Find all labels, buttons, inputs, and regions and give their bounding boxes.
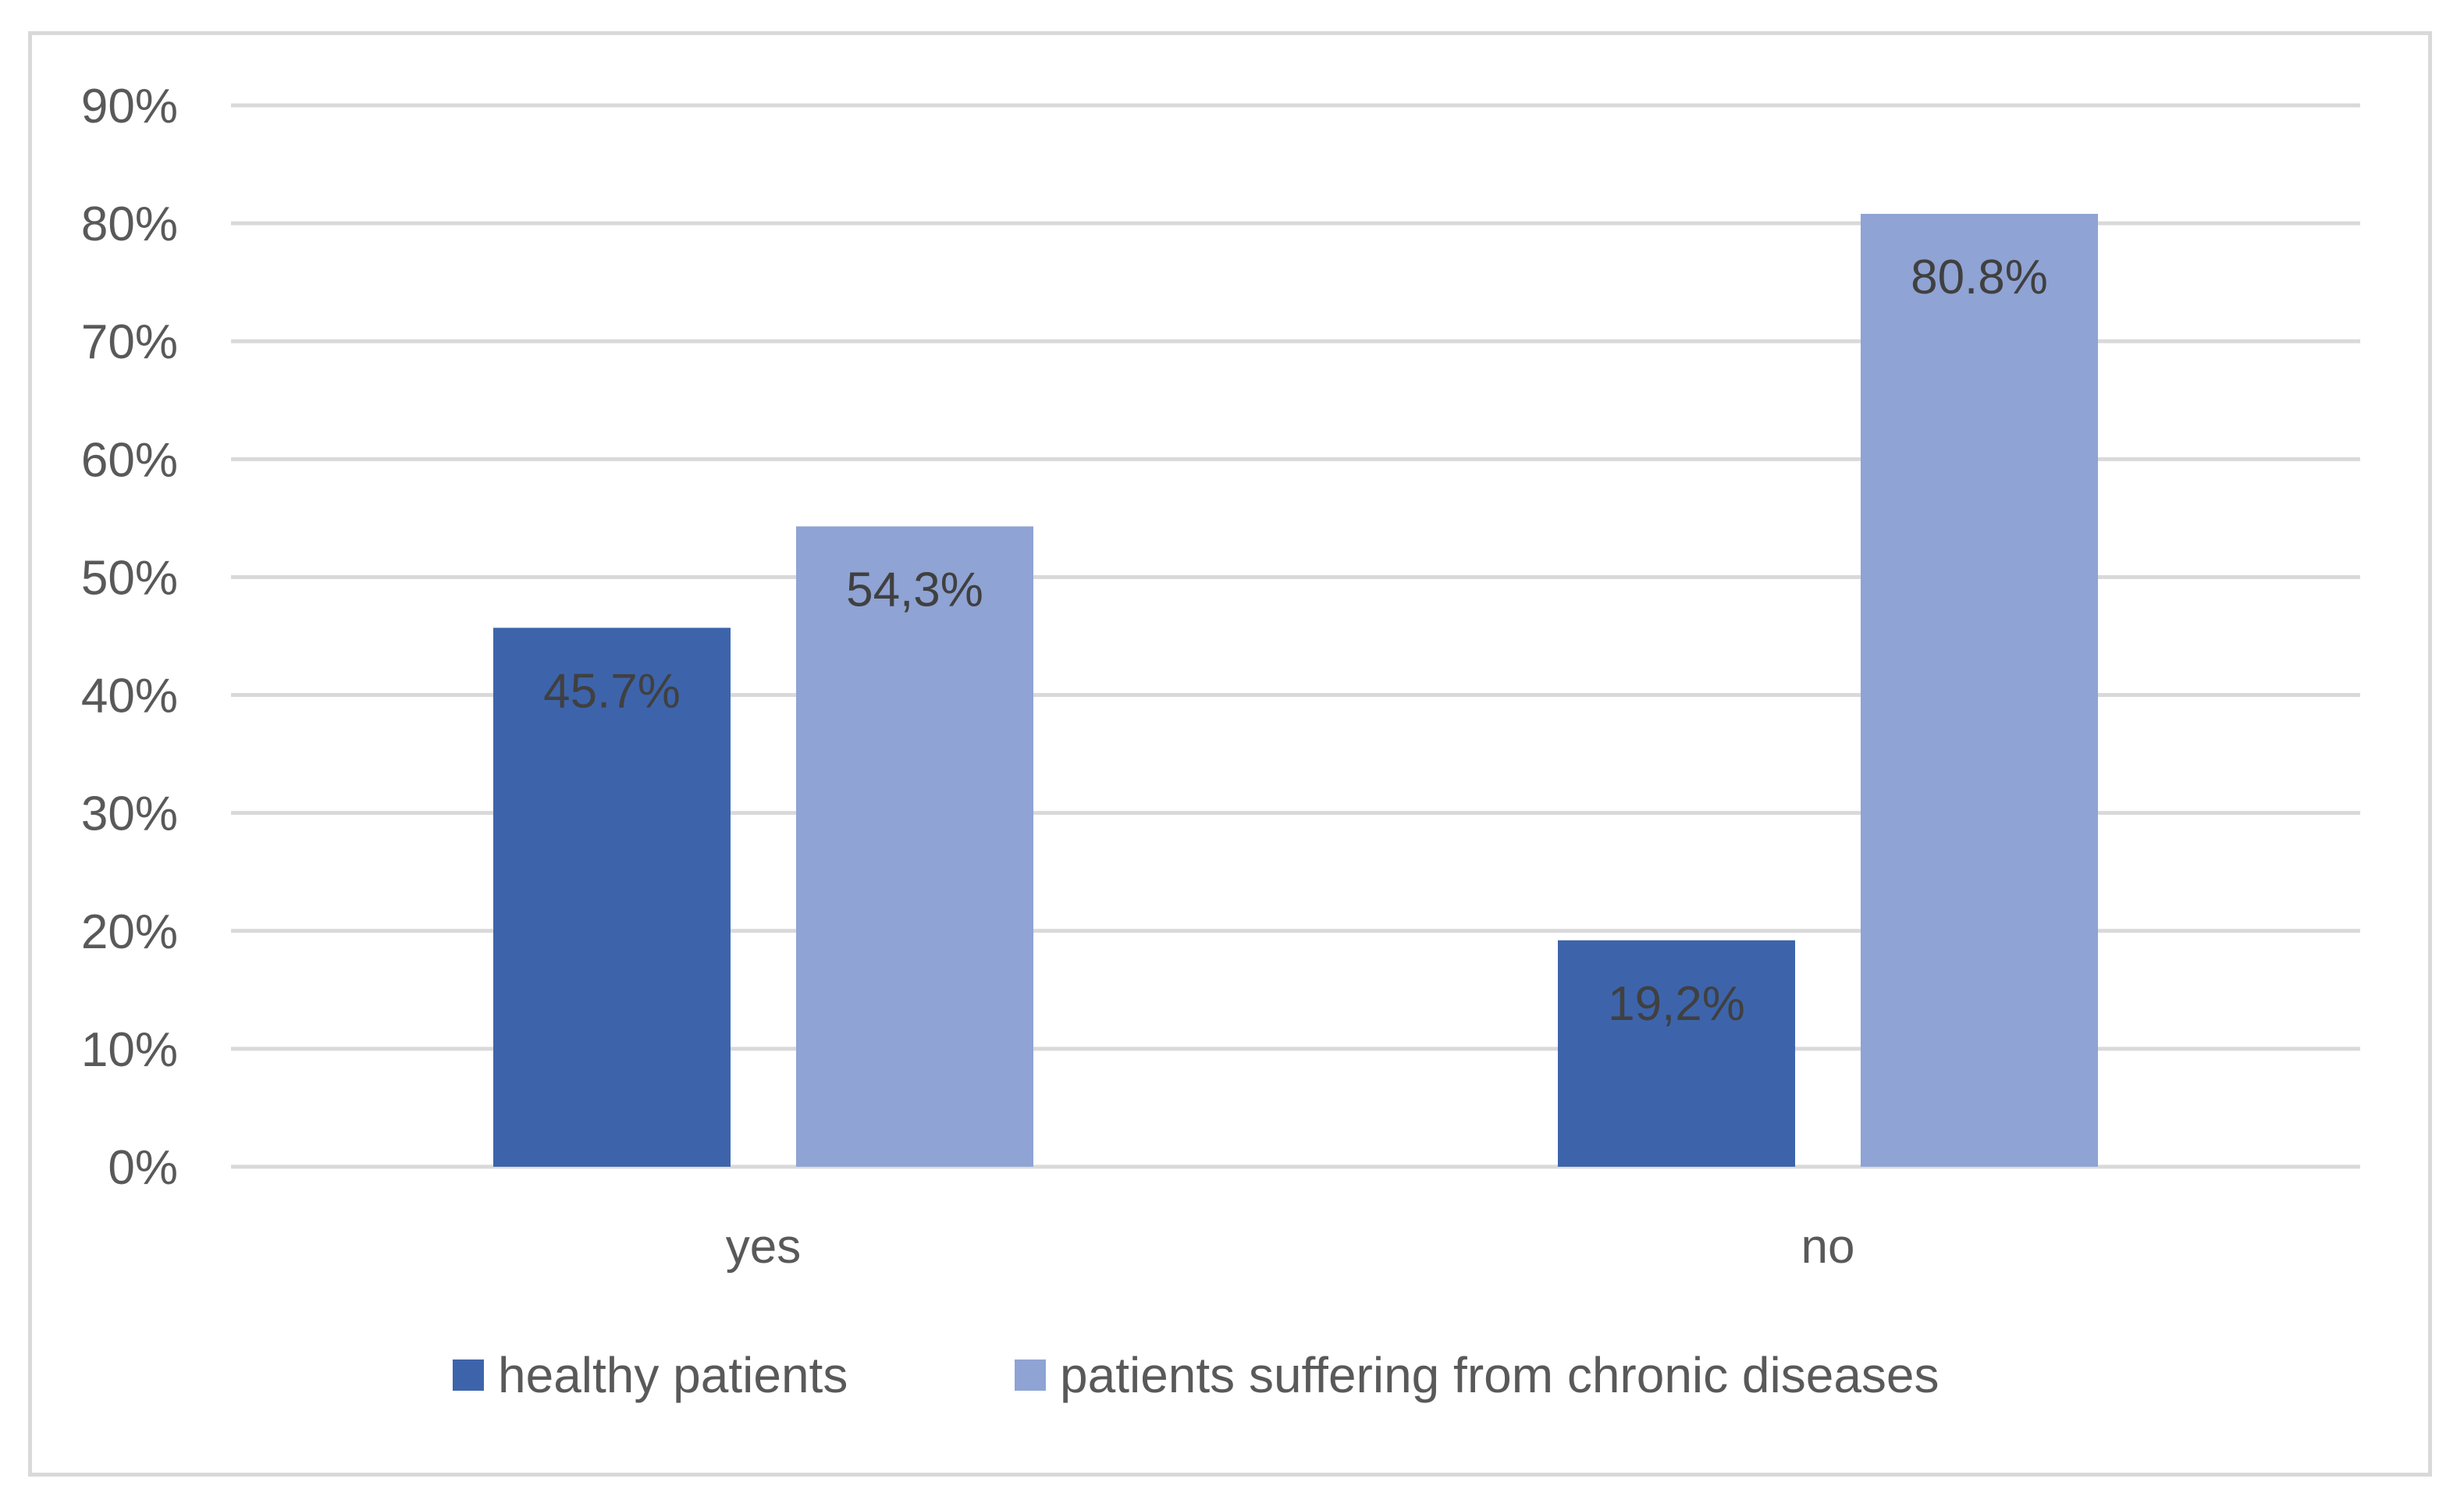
- y-tick-label: 50%: [81, 551, 178, 605]
- y-tick-label: 30%: [81, 787, 178, 841]
- bar-no-series-1: [1861, 214, 2098, 1167]
- y-tick-label: 70%: [81, 315, 178, 369]
- data-labels: 45.7% 54,3% 19,2% 80.8%: [543, 251, 2048, 1031]
- x-tick-label-yes: yes: [726, 1220, 801, 1274]
- y-tick-label: 0%: [108, 1141, 178, 1195]
- legend-swatch-0: [453, 1359, 484, 1391]
- y-tick-label: 60%: [81, 433, 178, 487]
- data-label-yes-series-0: 45.7%: [543, 664, 681, 718]
- data-label-no-series-0: 19,2%: [1608, 977, 1745, 1031]
- legend-label-0: healthy patients: [498, 1347, 848, 1403]
- x-axis: yes no: [726, 1220, 1855, 1274]
- x-tick-label-no: no: [1801, 1220, 1855, 1274]
- y-tick-label: 40%: [81, 670, 178, 723]
- y-tick-label: 20%: [81, 905, 178, 959]
- data-label-yes-series-1: 54,3%: [846, 563, 983, 617]
- y-tick-label: 10%: [81, 1023, 178, 1077]
- data-label-no-series-1: 80.8%: [1911, 251, 2048, 304]
- bars: [493, 214, 2098, 1167]
- y-tick-label: 90%: [81, 80, 178, 133]
- legend: healthy patients patients suffering from …: [453, 1347, 1940, 1403]
- bar-yes-series-1: [796, 526, 1033, 1167]
- legend-swatch-1: [1015, 1359, 1046, 1391]
- bar-yes-series-0: [493, 627, 731, 1167]
- y-axis: 0% 10% 20% 30% 40% 50% 60% 70% 80% 90%: [81, 80, 178, 1195]
- y-tick-label: 80%: [81, 197, 178, 251]
- bar-no-series-0: [1558, 940, 1795, 1167]
- legend-label-1: patients suffering from chronic diseases: [1060, 1347, 1940, 1403]
